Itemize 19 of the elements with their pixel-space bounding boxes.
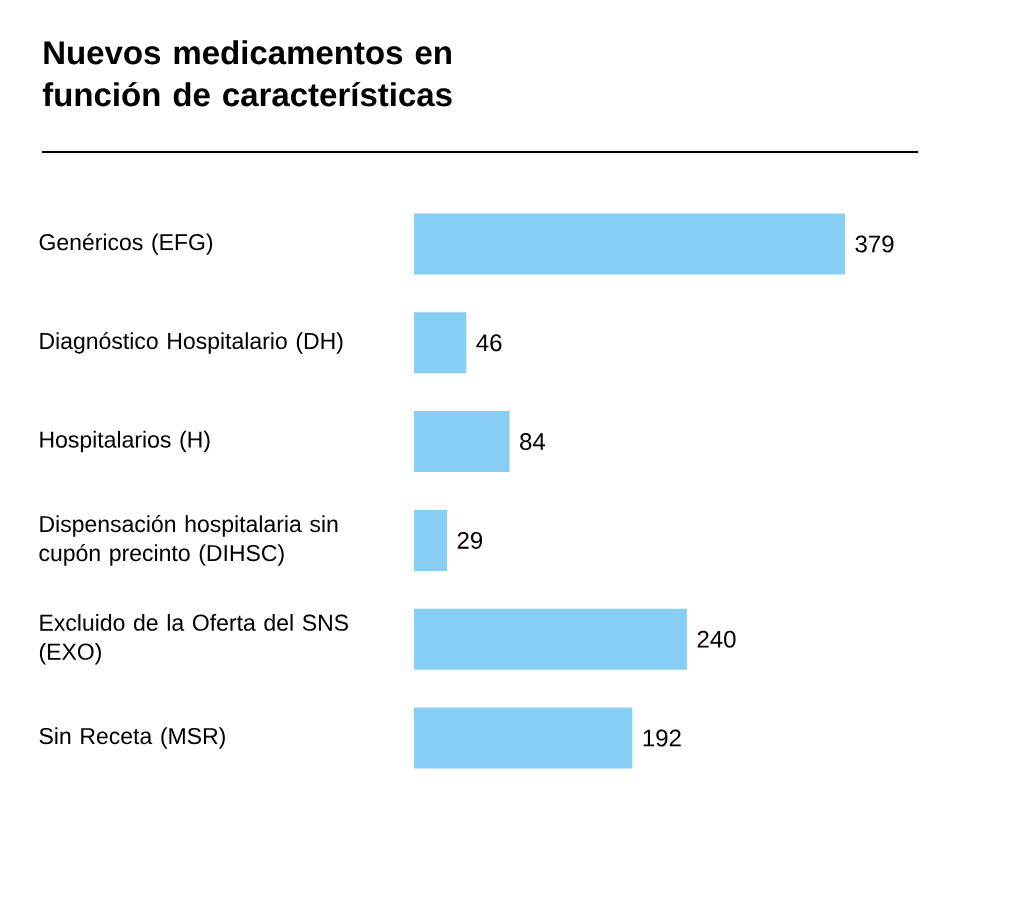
bar [414,312,467,374]
y-tick-label: Sin Receta (MSR) [39,727,225,749]
data-label: 84 [520,433,546,451]
y-tick-label: Dispensación hospitalaria sin cupón precinto (DIHSC) [39,515,338,566]
bar [414,509,447,571]
bar [414,213,846,275]
chart-title: Nuevos medicamentos en función de características [42,40,452,107]
y-tick-label: Excluido de la Oferta del SNS (EXO) [39,613,349,665]
bar [414,707,633,769]
y-tick-label: Hospitalarios (H) [40,430,210,453]
y-tick-label: Genéricos (EFG) [39,233,213,255]
bar [414,608,687,670]
bar [414,411,510,473]
data-label: 46 [476,334,502,352]
data-label: 192 [643,729,681,747]
data-label: 29 [457,531,483,549]
y-tick-label: Diagnóstico Hospitalario (DH) [40,331,343,354]
data-label: 240 [697,630,736,648]
data-label: 379 [855,235,894,253]
